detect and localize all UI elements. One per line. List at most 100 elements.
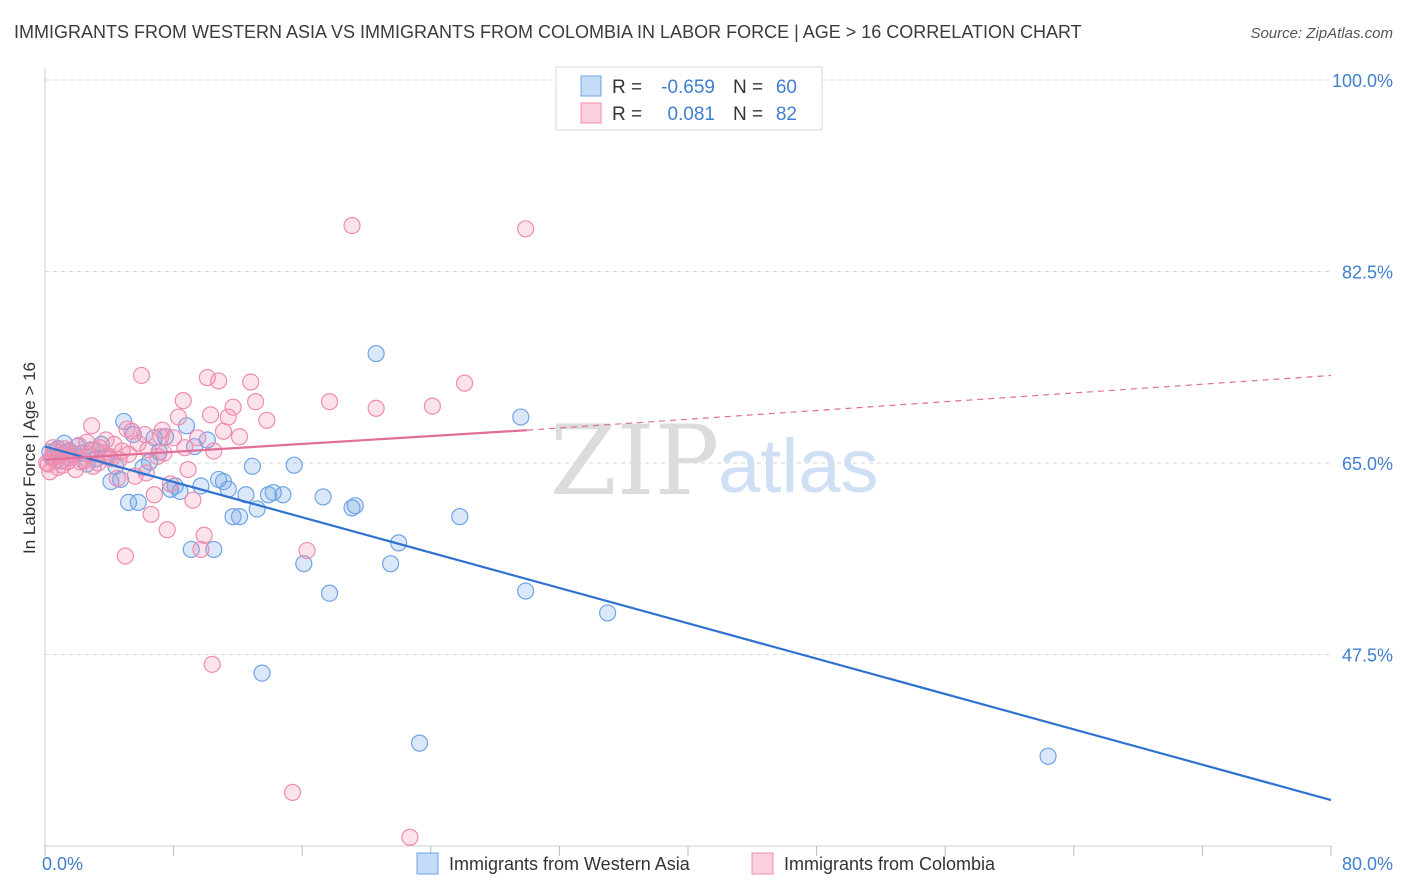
bottom-legend: Immigrants from Western Asia Immigrants … (416, 852, 996, 875)
point-western-asia-53 (367, 344, 385, 363)
point-western-asia-52 (346, 497, 364, 515)
point-colombia-59 (401, 828, 419, 846)
legend-r-label-1: R = (612, 104, 642, 125)
point-western-asia-60 (599, 604, 617, 622)
point-colombia-79 (176, 439, 194, 457)
point-western-asia-56 (410, 734, 429, 752)
point-colombia-39 (179, 460, 197, 479)
legend-r-value-0: -0.659 (661, 77, 715, 98)
point-colombia-55 (298, 541, 316, 560)
y-tick-label-1: 65.0% (1342, 454, 1393, 474)
trend-line-colombia-extension (527, 374, 1332, 431)
point-western-asia-20 (129, 493, 147, 511)
point-western-asia-47 (285, 456, 303, 474)
point-western-asia-41 (243, 457, 261, 475)
chart-source: Source: ZipAtlas.com (1250, 25, 1393, 42)
legend: R = -0.659 N = 60 R = 0.081 N = 82 (555, 66, 823, 131)
point-colombia-43 (198, 369, 216, 387)
point-western-asia-50 (320, 584, 339, 602)
legend-n-value-1: 82 (776, 104, 797, 125)
x-ticks (44, 846, 1332, 856)
chart-title: IMMIGRANTS FROM WESTERN ASIA VS IMMIGRAN… (14, 22, 1082, 42)
point-colombia-41 (189, 429, 207, 447)
point-colombia-27 (136, 425, 154, 444)
watermark-atlas: atlas (718, 424, 879, 509)
point-colombia-72 (84, 457, 102, 475)
bottom-legend-swatch-pink (751, 852, 774, 875)
point-colombia-30 (145, 486, 163, 504)
legend-n-value-0: 60 (776, 77, 797, 98)
legend-r-label-0: R = (612, 77, 642, 98)
point-colombia-34 (158, 521, 176, 539)
point-western-asia-54 (382, 555, 400, 573)
trend-line-colombia (44, 429, 528, 461)
watermark-zip: ZIP (550, 405, 719, 517)
point-colombia-52 (246, 393, 265, 411)
watermark: ZIP atlas (550, 405, 879, 517)
point-colombia-75 (108, 469, 126, 487)
x-tick-label-0: 0.0% (42, 854, 83, 874)
point-western-asia-46 (274, 486, 292, 504)
point-western-asia-57 (451, 508, 469, 526)
point-colombia-21 (116, 547, 134, 565)
point-colombia-57 (343, 216, 361, 235)
point-colombia-58 (367, 399, 385, 417)
point-colombia-54 (283, 783, 302, 801)
point-colombia-38 (174, 392, 192, 410)
y-tick-label-0: 47.5% (1342, 646, 1393, 666)
point-colombia-37 (169, 408, 188, 426)
point-colombia-53 (258, 411, 276, 429)
series-western-asia-points (41, 344, 1057, 765)
point-western-asia-39 (230, 508, 249, 526)
point-colombia-60 (423, 397, 442, 415)
legend-n-label-0: N = (733, 77, 763, 98)
y-tick-labels: 47.5% 65.0% 82.5% 100.0% (1332, 71, 1393, 666)
y-axis-label: In Labor Force | Age > 16 (20, 362, 39, 554)
point-colombia-26 (132, 366, 151, 385)
point-colombia-42 (195, 526, 213, 544)
point-colombia-76 (118, 420, 136, 438)
point-colombia-29 (142, 505, 160, 524)
point-colombia-50 (230, 428, 249, 446)
point-colombia-47 (214, 422, 233, 440)
point-colombia-78 (153, 421, 171, 439)
point-western-asia-30 (182, 540, 200, 559)
legend-swatch-blue (580, 75, 602, 97)
point-western-asia-59 (517, 582, 535, 600)
point-western-asia-49 (314, 488, 332, 506)
point-colombia-80 (192, 540, 210, 559)
point-colombia-35 (161, 475, 179, 493)
point-western-asia-58 (512, 408, 530, 426)
point-western-asia-43 (253, 664, 271, 682)
point-western-asia-34 (205, 540, 223, 559)
point-western-asia-38 (224, 508, 242, 526)
point-western-asia-18 (119, 493, 138, 511)
point-western-asia-61 (1039, 747, 1057, 765)
point-colombia-48 (203, 655, 221, 673)
point-western-asia-48 (295, 555, 313, 573)
legend-swatch-pink (580, 102, 602, 124)
point-colombia-51 (242, 373, 260, 391)
point-colombia-12 (83, 417, 101, 435)
point-colombia-46 (210, 372, 228, 390)
series-colombia-points (38, 216, 535, 846)
legend-r-value-1: 0.081 (667, 104, 715, 125)
gridlines (45, 79, 1331, 655)
point-colombia-61 (455, 374, 474, 392)
bottom-legend-swatch-blue (416, 852, 439, 875)
x-tick-label-1: 80.0% (1342, 854, 1393, 874)
point-colombia-81 (224, 398, 242, 416)
bottom-legend-label-0: Immigrants from Western Asia (449, 854, 691, 874)
trend-lines (44, 374, 1332, 802)
y-tick-label-2: 82.5% (1342, 263, 1393, 283)
point-colombia-45 (205, 442, 223, 460)
point-colombia-25 (129, 434, 147, 452)
point-colombia-44 (201, 406, 220, 424)
y-tick-label-3: 100.0% (1332, 71, 1393, 91)
point-colombia-49 (219, 408, 237, 426)
point-colombia-56 (320, 393, 339, 411)
point-colombia-32 (152, 428, 170, 446)
trend-line-western-asia (44, 445, 1332, 802)
point-colombia-62 (517, 220, 535, 238)
